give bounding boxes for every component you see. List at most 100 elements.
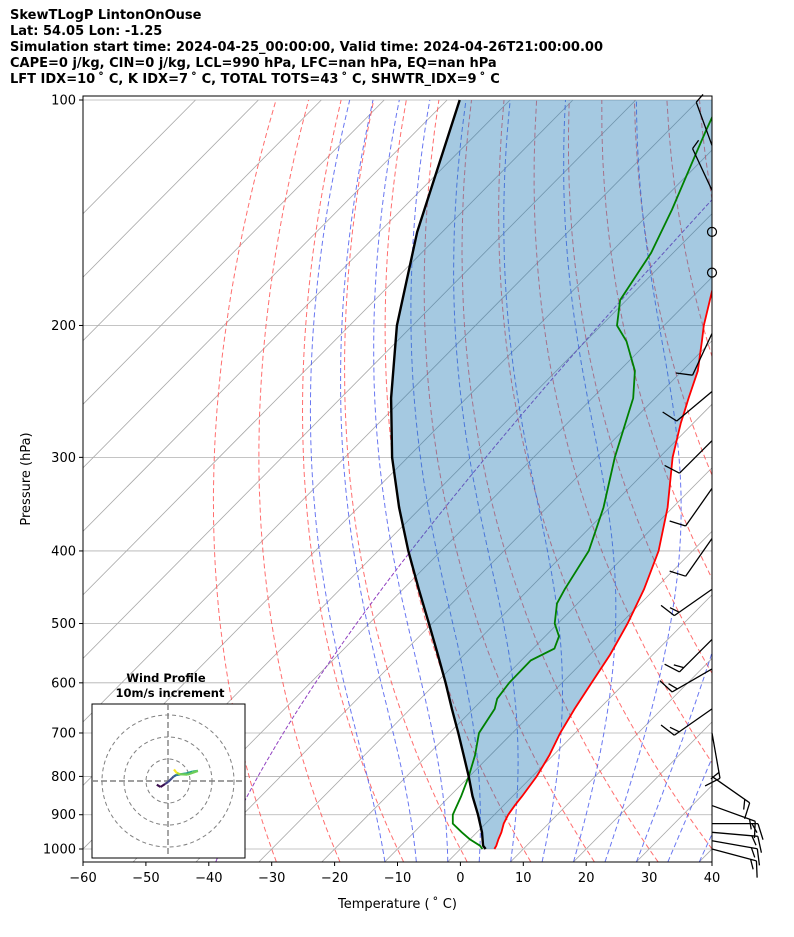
dry-adiabat: [533, 99, 712, 764]
wind-barb-staff: [691, 148, 713, 191]
dewpoint-line: [451, 115, 712, 850]
isotherm-line: [258, 403, 712, 862]
x-tick-label: −40: [195, 871, 222, 886]
wind-barb-flag: [675, 372, 693, 376]
y-tick-label: 900: [51, 808, 76, 823]
hodograph-trace: [173, 774, 177, 778]
wind-barb-flag: [660, 724, 675, 736]
isotherm-line: [83, 99, 448, 469]
isotherm-line: [83, 99, 574, 596]
wind-barb-staff: [711, 732, 721, 779]
isotherm-line: [83, 99, 637, 659]
cin-shaded-area: [391, 100, 712, 849]
wind-barb-flag: [662, 411, 678, 422]
moist-adiabat: [667, 756, 712, 862]
wind-barb-flag: [669, 520, 686, 527]
isotherm-line: [573, 721, 712, 862]
dry-adiabat: [699, 99, 712, 202]
isotherm-line: [132, 276, 712, 862]
wind-barb-flag: [659, 680, 673, 693]
wind-barb-flag: [750, 859, 754, 870]
x-tick-label: 0: [456, 871, 464, 886]
wind-barb-flag: [664, 663, 680, 673]
y-tick-label: 600: [51, 676, 76, 691]
wind-barb-flag: [664, 464, 680, 474]
moist-adiabat: [636, 651, 712, 862]
temperature-line: [493, 288, 712, 850]
wind-barb-flag: [669, 726, 680, 733]
isotherm-line: [321, 467, 712, 862]
parcel-path-line: [389, 99, 487, 850]
dry-adiabat: [301, 99, 404, 862]
wind-barb-calm: [706, 226, 718, 237]
wind-barb-staff: [679, 638, 713, 673]
x-tick-label: −30: [258, 871, 285, 886]
wind-barb-flag: [755, 860, 758, 878]
hodograph-trace: [159, 783, 166, 788]
moist-adiabat: [698, 833, 712, 862]
chart-header: SkewTLogP LintonOnOuse Lat: 54.05 Lon: -…: [10, 8, 603, 88]
isotherm-line: [699, 848, 712, 862]
wind-barb-flag: [757, 823, 764, 840]
isotherm-line: [83, 99, 511, 532]
stability-label: CAPE=0 j/kg, CIN=0 j/kg, LCL=990 hPa, LF…: [10, 56, 497, 71]
x-tick-label: −50: [132, 871, 159, 886]
wind-barb-staff: [685, 487, 713, 527]
hodograph-trace: [185, 770, 193, 775]
wind-barb-calm: [706, 267, 718, 278]
isotherm-line: [384, 530, 712, 862]
isotherm-line: [195, 340, 712, 862]
x-tick-label: 30: [641, 871, 658, 886]
wind-barb-flag: [743, 802, 751, 819]
index-label: LFT IDX=10 ˚ C, K IDX=7 ˚ C, TOTAL TOTS=…: [10, 72, 500, 87]
wind-barb-staff: [711, 848, 757, 862]
wind-barb-flag: [743, 799, 746, 810]
wind-barb-staff: [691, 333, 713, 376]
wind-barb-flag: [753, 821, 756, 839]
axes-layer: −60 −50 −40 −30 −20 −10 0 10 20 30 40 1000 900 800 700…: [43, 94, 720, 887]
isotherm-line: [83, 99, 322, 342]
wind-barb-staff: [676, 390, 713, 422]
y-tick-label: 1000: [43, 843, 76, 858]
hodograph-trace: [187, 769, 199, 776]
hodograph-subtitle: 10m/s increment: [116, 686, 225, 700]
y-tick-label: 100: [51, 94, 76, 109]
x-tick-label: −60: [69, 871, 96, 886]
wind-barb-staff: [673, 588, 713, 617]
wind-barb-flag: [668, 683, 678, 690]
hodograph-trace: [167, 777, 173, 783]
y-tick-label: 200: [51, 319, 76, 334]
hodograph-trace: [156, 783, 162, 788]
dry-adiabat: [344, 99, 468, 862]
x-tick-label: 10: [515, 871, 532, 886]
y-tick-label: 300: [51, 451, 76, 466]
dry-adiabat: [258, 99, 341, 862]
y-tick-label: 700: [51, 726, 76, 741]
wind-barb-flag: [748, 819, 752, 830]
x-axis-label: Temperature ( ˚ C): [337, 896, 457, 912]
dry-adiabat: [212, 99, 277, 862]
x-tick-label: 40: [704, 871, 721, 886]
dry-adiabat: [423, 99, 595, 862]
diagram-lines-layer: [83, 99, 794, 862]
wind-barb-staff: [711, 804, 756, 822]
y-tick-label: 800: [51, 770, 76, 785]
wind-barb-flag: [710, 771, 720, 780]
isotherm-line: [447, 594, 712, 862]
wind-barb-staff: [711, 831, 758, 837]
wind-barb-staff: [711, 775, 751, 804]
moist-adiabat: [453, 99, 519, 862]
chart-title: SkewTLogP LintonOnOuse: [10, 8, 202, 23]
wind-barb-flag: [757, 836, 763, 853]
wind-barb-flag: [704, 777, 721, 787]
isotherm-line: [83, 99, 699, 723]
dry-adiabat: [732, 100, 794, 862]
wind-barb-flag: [660, 604, 675, 617]
y-axis-label: Pressure (hPa): [19, 432, 34, 525]
wind-barb-flag: [673, 664, 684, 669]
x-tick-label: −10: [384, 871, 411, 886]
dry-adiabat: [461, 99, 659, 862]
mixing-ratio-line: [215, 198, 712, 862]
isotherm-line: [510, 657, 712, 862]
